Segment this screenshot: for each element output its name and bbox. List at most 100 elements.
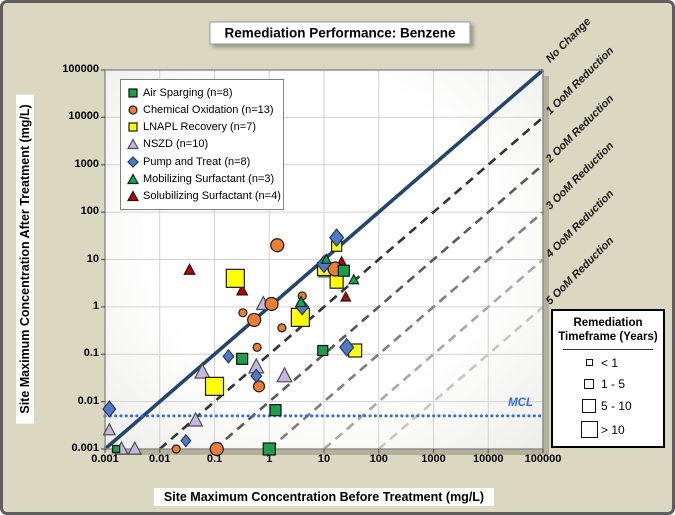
point-nszd (187, 411, 204, 427)
point-lnapl-recovery (329, 274, 344, 289)
point-air-sparging (269, 404, 282, 417)
chemical-oxidation-legend-marker-icon (128, 105, 138, 115)
ref-line-5-oom (377, 305, 544, 450)
nszd-legend-marker-icon (127, 138, 139, 150)
mcl-label: MCL (508, 397, 533, 409)
legend-item-label: Pump and Treat (n=8) (143, 155, 251, 168)
point-air-sparging (337, 264, 350, 277)
point-mobilizing-surfactant (294, 295, 308, 308)
air-sparging-legend-marker-icon (128, 88, 138, 98)
ref-line-4-oom (323, 258, 544, 450)
series-legend: Air Sparging (n=8) Chemical Oxidation (n=… (120, 79, 284, 210)
legend-item-label: Mobilizing Surfactant (n=3) (143, 173, 275, 186)
legend-item-pump-and-treat: Pump and Treat (n=8) (127, 156, 277, 168)
point-air-sparging (236, 352, 249, 365)
point-nszd (276, 366, 293, 383)
legend-item-nszd: NSZD (n=10) (127, 138, 277, 150)
timeframe-size-swatch (577, 359, 601, 367)
x-tick-label: 0.1 (206, 453, 223, 465)
point-mobilizing-surfactant (320, 253, 332, 264)
x-tick-label: 100000 (524, 453, 562, 465)
legend-item-air-sparging: Air Sparging (n=8) (127, 87, 277, 99)
timeframe-square-icon (584, 379, 594, 390)
timeframe-square-icon (580, 421, 598, 439)
point-chemical-oxidation (238, 308, 248, 318)
point-chemical-oxidation (270, 238, 285, 253)
pump-and-treat-legend-marker-icon (127, 155, 139, 168)
y-tick-label: 100000 (62, 63, 99, 75)
point-solubilizing-surfactant (235, 283, 249, 296)
y-axis-label: Site Maximum Concentration After Treatme… (16, 94, 34, 424)
timeframe-legend: Remediation Timeframe (Years) < 1 1 - 5 5 … (551, 309, 665, 448)
x-tick-label: 0.01 (149, 453, 171, 465)
ref-line-3-oom (268, 211, 544, 450)
point-air-sparging (112, 444, 121, 454)
point-nszd (194, 362, 211, 379)
x-axis-label: Site Maximum Concentration Before Treatm… (153, 488, 495, 506)
timeframe-legend-title-line2: Timeframe (Years) (558, 331, 658, 344)
point-solubilizing-surfactant (340, 290, 352, 302)
x-tick-label: 0.001 (91, 453, 119, 465)
legend-item-solubilizing-surfactant: Solubilizing Surfactant (n=4) (127, 190, 281, 202)
solubilizing-surfactant-legend-marker-icon (127, 190, 139, 202)
ref-line-2-oom (213, 163, 544, 450)
point-mobilizing-surfactant (348, 273, 360, 285)
point-pump-and-treat (102, 400, 117, 418)
y-tick-label: 10 (86, 252, 99, 265)
timeframe-item-label: > 10 (601, 422, 625, 437)
y-tick-label: 1000 (74, 157, 99, 170)
point-pump-and-treat (250, 368, 263, 384)
point-pump-and-treat (222, 348, 235, 364)
point-chemical-oxidation (209, 441, 224, 457)
timeframe-item-label: 5 - 10 (601, 399, 632, 414)
y-tick-label: 0.1 (83, 347, 99, 360)
timeframe-item-3: > 10 (577, 421, 659, 439)
timeframe-item-2: 5 - 10 (577, 399, 659, 414)
y-tick-label: 100 (80, 205, 99, 218)
point-lnapl-recovery (225, 268, 245, 288)
x-tick-label: 100 (369, 453, 388, 465)
point-nszd (127, 440, 143, 455)
mobilizing-surfactant-legend-marker-icon (127, 173, 139, 185)
point-lnapl-recovery (204, 376, 225, 396)
point-chemical-oxidation (252, 380, 266, 393)
legend-item-label: Air Sparging (n=8) (143, 86, 233, 99)
y-tick-label: 0.01 (77, 394, 99, 407)
timeframe-square-icon (582, 399, 596, 414)
lnapl-recovery-legend-marker-icon (128, 122, 138, 132)
point-pump-and-treat (180, 433, 192, 448)
timeframe-legend-title-line1: Remediation (573, 317, 643, 329)
point-chemical-oxidation (252, 342, 262, 352)
timeframe-square-icon (585, 359, 593, 367)
y-tick-label: 1 (92, 299, 99, 312)
legend-item-label: LNAPL Recovery (n=7) (143, 121, 257, 134)
point-chemical-oxidation (171, 444, 181, 454)
x-tick-label: 1000 (421, 453, 446, 465)
timeframe-item-1: 1 - 5 (577, 377, 659, 391)
timeframe-item-label: < 1 (601, 355, 619, 370)
legend-item-lnapl-recovery: LNAPL Recovery (n=7) (127, 121, 277, 133)
legend-item-chemical-oxidation: Chemical Oxidation (n=13) (127, 104, 277, 116)
y-tick-label: 10000 (68, 110, 99, 123)
point-pump-and-treat (339, 337, 355, 357)
timeframe-item-label: 1 - 5 (601, 377, 626, 392)
point-nszd (102, 422, 117, 436)
legend-item-label: Solubilizing Surfactant (n=4) (143, 190, 281, 203)
timeframe-legend-separator (563, 348, 653, 350)
chart-title: Remediation Performance: Benzene (209, 21, 471, 45)
point-solubilizing-surfactant (183, 262, 196, 275)
point-air-sparging (317, 344, 329, 357)
x-tick-label: 10000 (472, 453, 504, 465)
legend-item-label: Chemical Oxidation (n=13) (143, 103, 274, 116)
timeframe-legend-title: Remediation Timeframe (Years) (557, 316, 659, 345)
timeframe-size-swatch (577, 399, 601, 414)
point-chemical-oxidation (247, 312, 262, 328)
legend-item-mobilizing-surfactant: Mobilizing Surfactant (n=3) (127, 173, 277, 185)
timeframe-size-swatch (577, 379, 601, 390)
point-chemical-oxidation (264, 296, 279, 312)
legend-item-label: NSZD (n=10) (143, 138, 209, 151)
timeframe-size-swatch (577, 421, 601, 439)
y-tick-label: 0.001 (71, 442, 99, 454)
x-tick-label: 1 (266, 453, 273, 465)
